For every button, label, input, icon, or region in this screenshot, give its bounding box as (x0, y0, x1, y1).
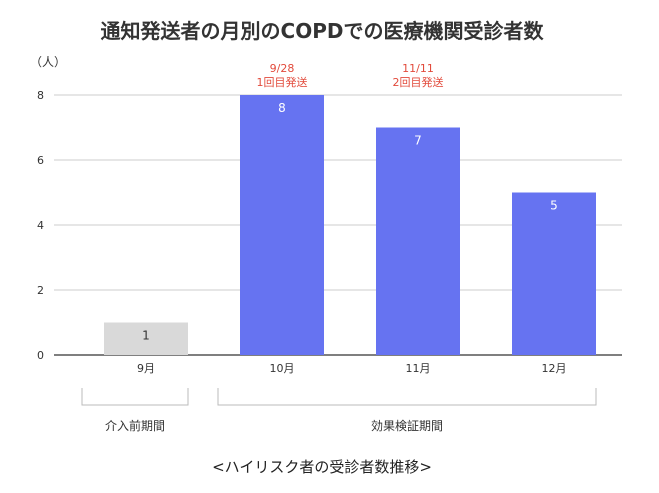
bars-layer (104, 95, 596, 355)
y-tick-label: 4 (37, 219, 44, 232)
y-tick-label: 2 (37, 284, 44, 297)
annotation-text: 9/28 (270, 62, 295, 75)
bar (240, 95, 324, 355)
data-label: 1 (142, 329, 150, 343)
data-label: 7 (414, 134, 422, 148)
bar (376, 127, 460, 355)
bar (104, 322, 188, 355)
x-tick-label: 10月 (270, 362, 295, 375)
y-tick-label: 6 (37, 154, 44, 167)
annotation-text: 1回目発送 (257, 75, 308, 89)
y-axis-unit: （人） (30, 55, 66, 69)
x-tick-label: 9月 (137, 362, 155, 375)
annotation-text: 11/11 (402, 62, 434, 75)
x-tick-label: 11月 (406, 362, 431, 375)
chart-title: 通知発送者の月別のCOPDでの医療機関受診者数 (101, 19, 545, 43)
y-tick-label: 0 (37, 349, 44, 362)
bar (512, 192, 596, 355)
period-label: 介入前期間 (105, 418, 165, 433)
y-tick-label: 8 (37, 89, 44, 102)
data-label: 5 (550, 199, 558, 213)
data-label: 8 (278, 101, 286, 115)
period-bracket (81, 388, 189, 406)
period-label: 効果検証期間 (371, 418, 443, 433)
labels-layer: 1 9月 8 10月 7 11月 5 12月 (137, 101, 567, 375)
period-bracket (217, 388, 597, 406)
chart-caption: <ハイリスク者の受診者数推移> (212, 458, 432, 476)
period-layer: 介入前期間 効果検証期間 (81, 388, 597, 433)
annotation-text: 2回目発送 (393, 75, 444, 89)
x-tick-label: 12月 (542, 362, 567, 375)
